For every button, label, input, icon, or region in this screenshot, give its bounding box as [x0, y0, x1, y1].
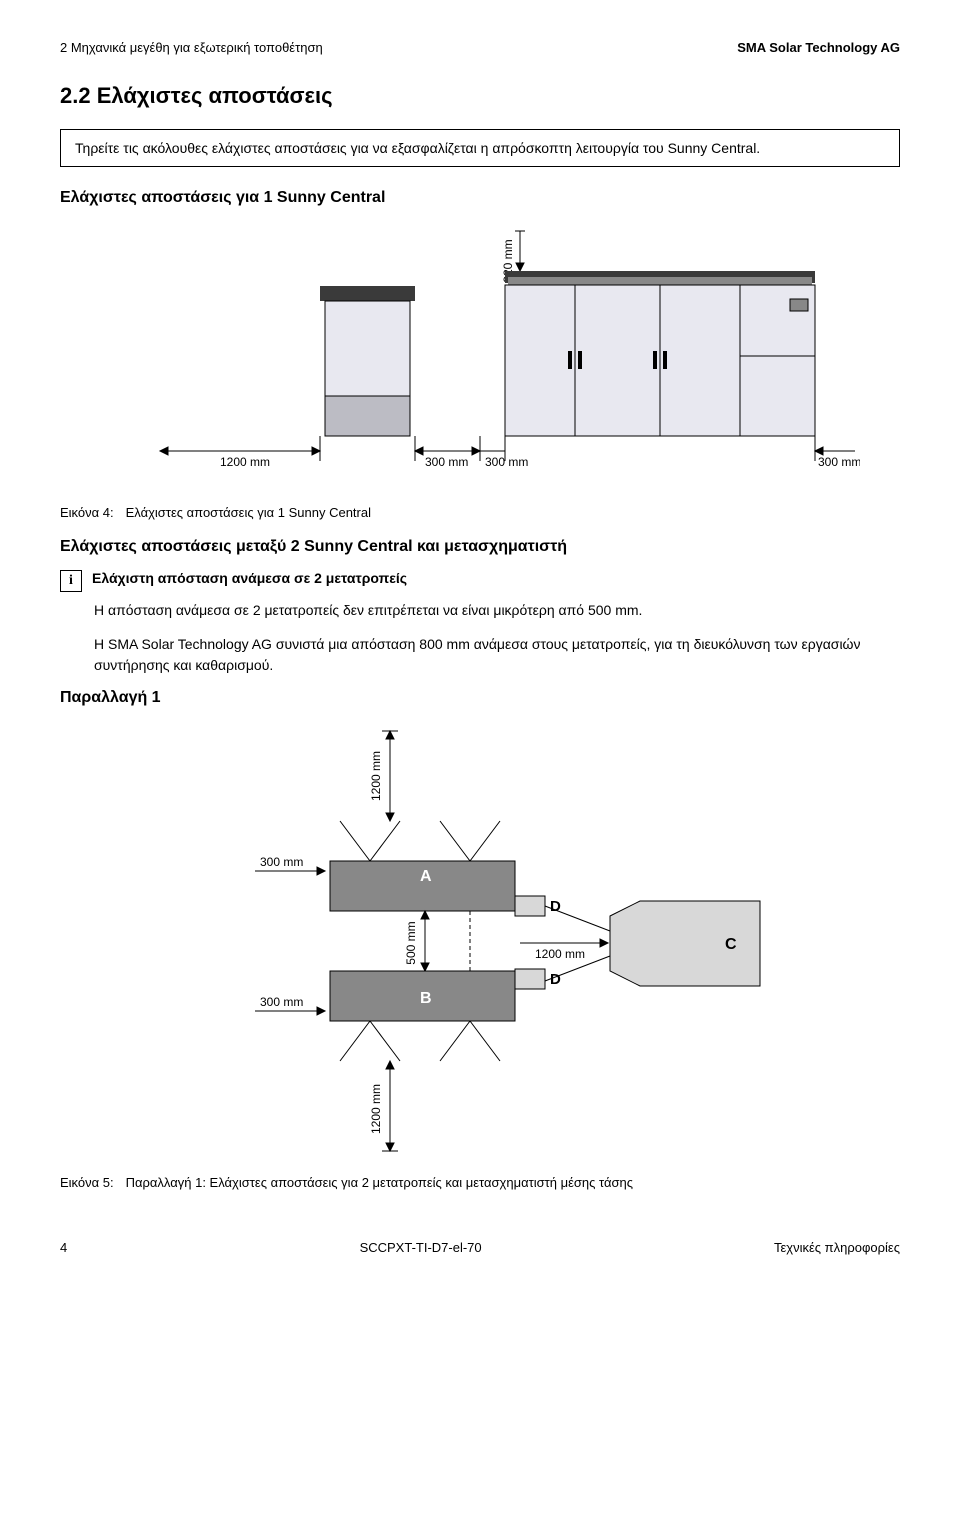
info-para2: Η SMA Solar Technology AG συνιστά μια απ… [94, 634, 900, 675]
figure-4: 220 mm [60, 221, 900, 491]
footer-page: 4 [60, 1240, 67, 1255]
fig5-right1200: 1200 mm [535, 947, 585, 961]
footer-doc: SCCPXT-TI-D7-el-70 [360, 1240, 482, 1255]
fig4-cabinet-large [505, 271, 815, 436]
header-right: SMA Solar Technology AG [737, 40, 900, 55]
caption-4: Εικόνα 4: Ελάχιστες αποστάσεις για 1 Sun… [60, 505, 900, 520]
page-footer: 4 SCCPXT-TI-D7-el-70 Τεχνικές πληροφορίε… [60, 1240, 900, 1255]
fig4-dim-300a: 300 mm [425, 455, 468, 469]
fig5-block-a [330, 821, 515, 911]
section-title: 2.2 Ελάχιστες αποστάσεις [60, 83, 900, 109]
fig4-dim-300b: 300 mm [485, 455, 528, 469]
fig5-label-a: A [420, 868, 432, 885]
fig5-label-c: C [725, 936, 737, 953]
fig5-label-b: B [420, 990, 432, 1007]
figure-5: 1200 mm A 300 mm D 500 mm [60, 721, 900, 1161]
fig5-d1 [515, 896, 545, 916]
fig4-cabinet-small [320, 286, 415, 436]
fig4-dim-300c: 300 mm [818, 455, 860, 469]
sub-title-1: Ελάχιστες αποστάσεις για 1 Sunny Central [60, 189, 900, 207]
fig5-label-d2: D [550, 971, 561, 988]
sub-title-2: Ελάχιστες αποστάσεις μεταξύ 2 Sunny Cent… [60, 538, 900, 556]
fig5-500: 500 mm [404, 921, 418, 964]
header-left: 2 Μηχανικά μεγέθη για εξωτερική τοποθέτη… [60, 40, 323, 55]
footer-right: Τεχνικές πληροφορίες [774, 1240, 900, 1255]
fig5-300b: 300 mm [260, 995, 303, 1009]
fig5-top1200: 1200 mm [369, 751, 383, 801]
fig5-label-d1: D [550, 898, 561, 915]
fig5-block-c [610, 901, 760, 986]
caption5-text: Παραλλαγή 1: Ελάχιστες αποστάσεις για 2 … [126, 1175, 633, 1190]
fig5-block-b [330, 971, 515, 1061]
notice-box: Τηρείτε τις ακόλουθες ελάχιστες αποστάσε… [60, 129, 900, 167]
info-row: i Ελάχιστη απόσταση ανάμεσα σε 2 μετατρο… [60, 570, 900, 592]
caption4-text: Ελάχιστες αποστάσεις για 1 Sunny Central [126, 505, 371, 520]
variant-title: Παραλλαγή 1 [60, 689, 900, 707]
caption-5: Εικόνα 5: Παραλλαγή 1: Ελάχιστες αποστάσ… [60, 1175, 900, 1190]
info-icon: i [60, 570, 82, 592]
page-header: 2 Μηχανικά μεγέθη για εξωτερική τοποθέτη… [60, 40, 900, 55]
fig5-bot1200: 1200 mm [369, 1084, 383, 1134]
fig5-d2 [515, 969, 545, 989]
info-para1: Η απόσταση ανάμεσα σε 2 μετατροπείς δεν … [94, 600, 900, 620]
fig5-300a: 300 mm [260, 855, 303, 869]
caption5-label: Εικόνα 5: [60, 1175, 114, 1190]
info-title: Ελάχιστη απόσταση ανάμεσα σε 2 μετατροπε… [92, 570, 407, 586]
notice-text: Τηρείτε τις ακόλουθες ελάχιστες αποστάσε… [75, 140, 760, 156]
caption4-label: Εικόνα 4: [60, 505, 114, 520]
fig4-dim-1200: 1200 mm [220, 455, 270, 469]
